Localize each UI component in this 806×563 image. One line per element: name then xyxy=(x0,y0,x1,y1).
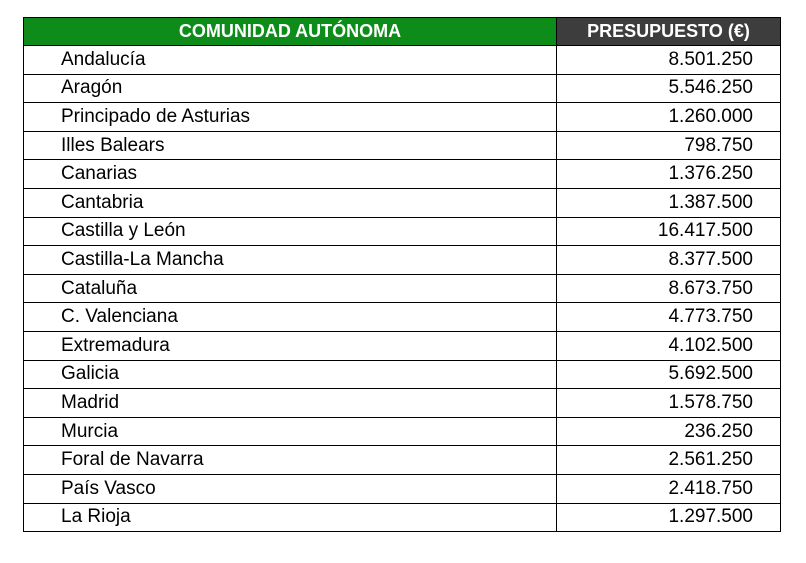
table-row: Foral de Navarra 2.561.250 xyxy=(23,445,781,475)
table-row: Aragón 5.546.250 xyxy=(23,73,781,104)
table-row: Cataluña 8.673.750 xyxy=(23,273,781,304)
budget-value-cell: 2.418.750 xyxy=(556,473,781,504)
budget-value-cell: 1.387.500 xyxy=(556,187,781,218)
budget-value-cell: 798.750 xyxy=(556,130,781,161)
table-row: C. Valenciana 4.773.750 xyxy=(23,302,781,332)
table-row: País Vasco 2.418.750 xyxy=(23,473,781,504)
region-name-cell: Galicia xyxy=(23,359,557,390)
budget-value-cell: 4.773.750 xyxy=(556,302,781,332)
region-name-cell: Cantabria xyxy=(23,187,557,218)
budget-value-cell: 8.501.250 xyxy=(556,45,781,75)
table-row: Principado de Asturias 1.260.000 xyxy=(23,102,781,132)
region-name-cell: Castilla y León xyxy=(23,216,557,247)
region-name-cell: C. Valenciana xyxy=(23,302,557,332)
budget-value-cell: 8.673.750 xyxy=(556,273,781,304)
budget-value-cell: 1.297.500 xyxy=(556,502,781,533)
table-row: Cantabria 1.387.500 xyxy=(23,187,781,218)
budget-value-cell: 5.546.250 xyxy=(556,73,781,104)
header-budget: PRESUPUESTO (€) xyxy=(556,17,781,46)
table-row: Andalucía 8.501.250 xyxy=(23,45,781,75)
table-body: Andalucía 8.501.250 Aragón 5.546.250 Princip… xyxy=(23,45,781,533)
budget-table: COMUNIDAD AUTÓNOMA PRESUPUESTO (€) Andal… xyxy=(23,17,781,533)
region-name-cell: Illes Balears xyxy=(23,130,557,161)
region-name-cell: Murcia xyxy=(23,416,557,447)
region-name-cell: Castilla-La Mancha xyxy=(23,245,557,275)
region-name-cell: País Vasco xyxy=(23,473,557,504)
region-name-cell: Extremadura xyxy=(23,330,557,361)
region-name-cell: Madrid xyxy=(23,388,557,418)
region-name-cell: Andalucía xyxy=(23,45,557,75)
region-name-cell: Cataluña xyxy=(23,273,557,304)
budget-value-cell: 16.417.500 xyxy=(556,216,781,247)
budget-value-cell: 1.376.250 xyxy=(556,159,781,189)
table-row: Canarias 1.376.250 xyxy=(23,159,781,189)
table-row: Murcia 236.250 xyxy=(23,416,781,447)
budget-value-cell: 5.692.500 xyxy=(556,359,781,390)
table-row: Galicia 5.692.500 xyxy=(23,359,781,390)
region-name-cell: Foral de Navarra xyxy=(23,445,557,475)
budget-value-cell: 236.250 xyxy=(556,416,781,447)
budget-value-cell: 4.102.500 xyxy=(556,330,781,361)
region-name-cell: Principado de Asturias xyxy=(23,102,557,132)
budget-value-cell: 2.561.250 xyxy=(556,445,781,475)
table-row: Illes Balears 798.750 xyxy=(23,130,781,161)
table-row: Madrid 1.578.750 xyxy=(23,388,781,418)
table-row: Extremadura 4.102.500 xyxy=(23,330,781,361)
table-row: Castilla y León 16.417.500 xyxy=(23,216,781,247)
budget-value-cell: 1.260.000 xyxy=(556,102,781,132)
table-row: La Rioja 1.297.500 xyxy=(23,502,781,533)
header-row: COMUNIDAD AUTÓNOMA PRESUPUESTO (€) xyxy=(23,17,781,46)
header-region: COMUNIDAD AUTÓNOMA xyxy=(23,17,557,46)
budget-value-cell: 8.377.500 xyxy=(556,245,781,275)
region-name-cell: Aragón xyxy=(23,73,557,104)
table-row: Castilla-La Mancha 8.377.500 xyxy=(23,245,781,275)
budget-value-cell: 1.578.750 xyxy=(556,388,781,418)
region-name-cell: Canarias xyxy=(23,159,557,189)
budget-table-container: COMUNIDAD AUTÓNOMA PRESUPUESTO (€) Andal… xyxy=(23,17,781,533)
region-name-cell: La Rioja xyxy=(23,502,557,533)
